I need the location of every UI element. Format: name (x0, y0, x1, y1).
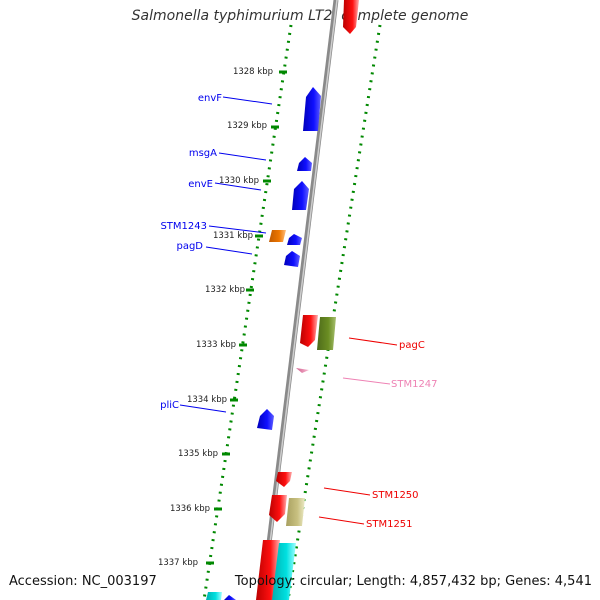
leader-envE (214, 182, 262, 191)
gene-msgA[interactable] (297, 157, 312, 171)
label-msgA[interactable]: msgA (189, 148, 217, 159)
kbp-ticks (206, 70, 287, 565)
right-dotted-guide (286, 24, 382, 600)
map-title: Salmonella typhimurium LT2, complete gen… (131, 8, 469, 24)
left-dotted-guide (202, 24, 293, 600)
gene-pliC[interactable] (257, 409, 274, 430)
leader-envF (222, 96, 273, 105)
gene-pagC[interactable] (317, 317, 336, 350)
label-STM1247[interactable]: STM1247 (391, 379, 438, 390)
left-leader-lines (179, 96, 273, 413)
gene-blue-corner[interactable] (224, 595, 236, 600)
kbp-label: 1334 kbp (187, 395, 227, 405)
label-envF[interactable]: envF (198, 93, 222, 104)
kbp-label: 1329 kbp (227, 121, 267, 131)
label-pliC[interactable]: pliC (160, 400, 179, 411)
genome-summary-text: Topology: circular; Length: 4,857,432 bp… (234, 574, 592, 589)
gene-arrow-red-top[interactable] (343, 0, 359, 34)
kbp-label: 1332 kbp (205, 285, 245, 295)
label-STM1251[interactable]: STM1251 (366, 519, 413, 530)
label-pagC[interactable]: pagC (399, 340, 425, 351)
gene-envE[interactable] (292, 181, 309, 210)
gene-cyan-bottom[interactable] (272, 543, 296, 600)
leader-pagD (205, 246, 253, 255)
gene-pagD-upper[interactable] (287, 234, 302, 245)
kbp-label: 1333 kbp (196, 340, 236, 350)
leader-STM1250 (323, 487, 371, 496)
accession-text: Accession: NC_003197 (9, 574, 157, 589)
leader-STM1251 (318, 516, 365, 525)
kbp-label: 1331 kbp (213, 231, 253, 241)
leader-STM1243 (208, 225, 267, 234)
leader-pliC (179, 404, 227, 413)
leader-STM1247 (342, 377, 391, 385)
gene-STM1251[interactable] (286, 498, 305, 526)
gene-pagD[interactable] (284, 251, 300, 267)
kbp-label: 1330 kbp (219, 176, 259, 186)
kbp-label: 1337 kbp (158, 558, 198, 568)
gene-STM1247[interactable] (296, 368, 309, 373)
kbp-label: 1335 kbp (178, 449, 218, 459)
gene-STM1250[interactable] (269, 495, 287, 522)
gene-envF[interactable] (303, 87, 321, 131)
gene-STM1250-upper[interactable] (276, 472, 292, 487)
label-pagD[interactable]: pagD (176, 241, 203, 252)
kbp-label: 1328 kbp (233, 67, 273, 77)
gene-STM1243[interactable] (269, 230, 286, 242)
gene-red-near-pagC[interactable] (300, 315, 318, 347)
leader-msgA (218, 152, 267, 161)
leader-pagC (348, 337, 398, 346)
kbp-label: 1336 kbp (170, 504, 210, 514)
label-STM1243[interactable]: STM1243 (160, 221, 207, 232)
label-envE[interactable]: envE (188, 179, 213, 190)
gene-cyan-corner[interactable] (206, 592, 222, 600)
label-STM1250[interactable]: STM1250 (372, 490, 419, 501)
